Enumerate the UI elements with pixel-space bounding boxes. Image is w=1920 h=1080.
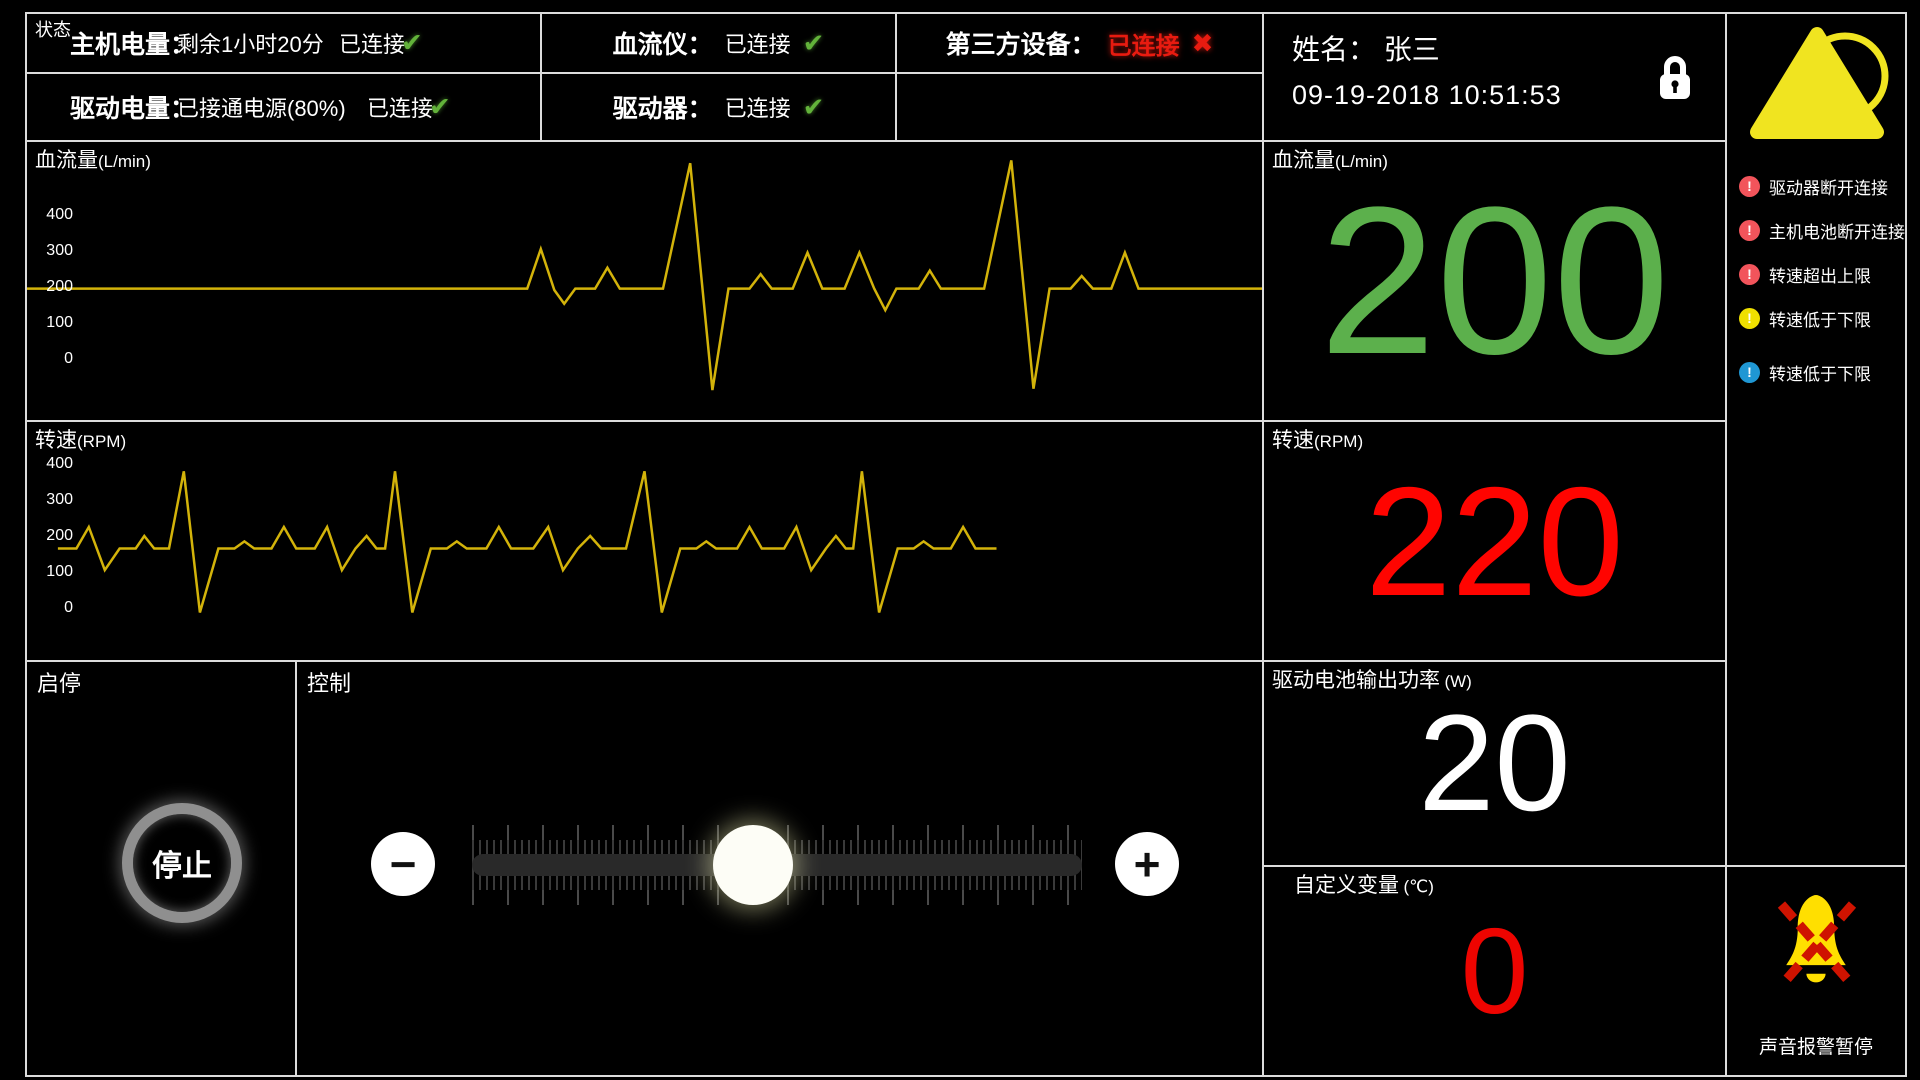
main-power-status: 已连接: [339, 32, 406, 57]
status-corner-label: 状态: [35, 20, 71, 40]
control-label: 控制: [307, 671, 352, 696]
check-icon: ✔: [429, 91, 451, 122]
rpm-readout-panel: 转速(RPM) 220: [1262, 420, 1725, 660]
alarm-list: ! 驱动器断开连接 ! 主机电池断开连接 ! 转速超出上限 ! 转速低于下限 !…: [1739, 164, 1905, 394]
custom-readout-panel: 自定义变量 (℃) 0: [1262, 865, 1725, 1075]
plus-icon: +: [1133, 838, 1161, 890]
power-readout-title: 驱动电池输出功率 (W): [1272, 669, 1472, 692]
start-stop-label: 启停: [37, 671, 82, 696]
alarm-item: ! 转速低于下限: [1739, 296, 1903, 340]
y-axis-tick: 400: [46, 454, 73, 472]
status-cell-empty: [895, 72, 1262, 140]
y-axis-tick: 200: [46, 277, 73, 295]
flow-chart-panel: 血流量(L/min) 400 300 200 100 0: [25, 140, 1262, 420]
third-party-label: 第三方设备：: [945, 31, 1096, 59]
rpm-chart-title: 转速(RPM): [35, 429, 127, 452]
patient-name: 姓名： 张三: [1292, 34, 1440, 65]
y-axis-tick: 400: [46, 205, 73, 223]
alarm-mute-button[interactable]: 声音报警暂停: [1727, 865, 1905, 1075]
alarm-severity-icon: !: [1739, 361, 1760, 383]
power-readout-panel: 驱动电池输出功率 (W) 20: [1262, 660, 1725, 865]
rpm-chart-panel: 转速(RPM) 400 300 200 100 0: [25, 420, 1262, 660]
alarm-item: ! 主机电池断开连接: [1739, 208, 1905, 252]
patient-cell: 姓名： 张三 09-19-2018 10:51:53: [1262, 12, 1725, 140]
minus-icon: −: [389, 838, 417, 890]
alarm-mute-label: 声音报警暂停: [1758, 1037, 1873, 1058]
flow-readout-title: 血流量(L/min): [1272, 149, 1388, 172]
alarm-severity-icon: !: [1739, 175, 1760, 197]
flow-meter-status: 已连接: [724, 32, 791, 57]
y-axis-tick: 100: [46, 562, 73, 580]
status-cell-flow-meter: 血流仪： 已连接 ✔: [540, 12, 895, 72]
flow-chart-title: 血流量(L/min): [35, 149, 151, 172]
alarm-sidebar: ! 驱动器断开连接 ! 主机电池断开连接 ! 转速超出上限 ! 转速低于下限 !…: [1725, 12, 1905, 1075]
driver-status: 已连接: [724, 96, 791, 121]
alarm-item: ! 转速超出上限: [1739, 252, 1903, 296]
waveform: [27, 160, 1262, 391]
start-stop-panel: 启停 停止: [25, 660, 295, 1075]
check-icon: ✔: [802, 91, 825, 122]
datetime: 09-19-2018 10:51:53: [1292, 80, 1562, 110]
alarm-item: ! 转速低于下限: [1739, 350, 1903, 394]
flow-readout-panel: 血流量(L/min) 200: [1262, 140, 1725, 420]
main-power-value: 剩余1小时20分: [177, 32, 324, 57]
drive-power-label: 驱动电量：: [70, 95, 196, 123]
control-panel: 控制 − +: [295, 660, 1262, 1075]
warning-triangle-icon: [1742, 18, 1892, 148]
main-power-label: 主机电量：: [70, 31, 196, 59]
drive-power-status: 已连接: [367, 96, 434, 121]
custom-readout-title: 自定义变量 (℃): [1294, 874, 1434, 897]
y-axis-tick: 300: [46, 490, 73, 508]
custom-value: 0: [1460, 903, 1529, 1039]
flow-value: 200: [1319, 163, 1670, 398]
rpm-readout-title: 转速(RPM): [1272, 429, 1364, 452]
slider-thumb[interactable]: [712, 825, 793, 905]
y-axis-tick: 300: [46, 241, 73, 259]
alarm-severity-icon: !: [1739, 263, 1760, 285]
rpm-value: 220: [1365, 454, 1624, 628]
check-icon: ✔: [802, 27, 825, 58]
increase-button[interactable]: +: [1115, 832, 1179, 896]
y-axis-tick: 100: [46, 313, 73, 331]
power-value: 20: [1418, 687, 1571, 840]
y-axis-tick: 200: [46, 526, 73, 544]
flow-meter-label: 血流仪：: [612, 31, 713, 59]
stop-button[interactable]: 停止: [122, 803, 242, 923]
lock-icon[interactable]: [1655, 52, 1695, 102]
alarm-severity-icon: !: [1739, 307, 1760, 329]
status-cell-driver: 驱动器： 已连接 ✔: [540, 72, 895, 140]
muted-bell-icon: [1777, 895, 1857, 989]
driver-label: 驱动器：: [612, 95, 713, 123]
third-party-status: 已连接: [1107, 32, 1180, 60]
alarm-item: ! 驱动器断开连接: [1739, 164, 1903, 208]
status-cell-drive-power: 驱动电量： 已接通电源(80%) 已连接 ✔: [25, 72, 540, 140]
y-axis-tick: 0: [64, 349, 73, 367]
y-axis-tick: 0: [64, 598, 73, 616]
decrease-button[interactable]: −: [371, 832, 435, 896]
cross-icon: ✖: [1191, 27, 1214, 58]
status-cell-third-party: 第三方设备： 已连接 ✖: [895, 12, 1262, 72]
check-icon: ✔: [401, 27, 423, 58]
main-frame: 状态 主机电量： 剩余1小时20分 已连接 ✔ 驱动电量： 已接通电源(80%)…: [25, 12, 1907, 1077]
drive-power-value: 已接通电源(80%): [177, 96, 346, 121]
status-cell-main-power: 状态 主机电量： 剩余1小时20分 已连接 ✔: [25, 12, 540, 72]
alarm-severity-icon: !: [1739, 219, 1760, 241]
waveform: [57, 471, 997, 613]
stop-button-label: 停止: [152, 850, 212, 883]
